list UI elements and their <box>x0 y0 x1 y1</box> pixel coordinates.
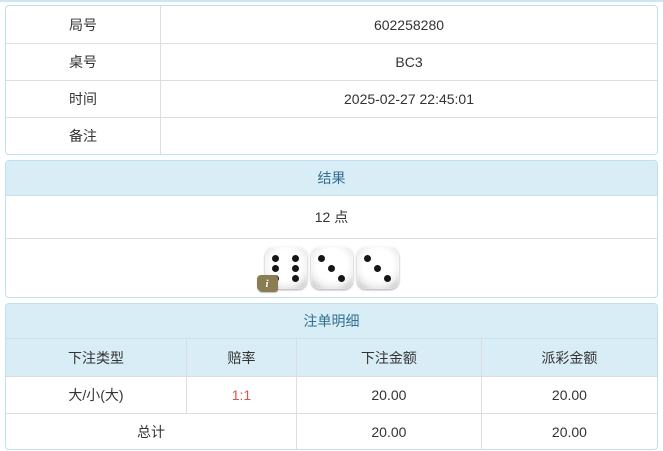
bet-amount-value: 20.00 <box>297 377 482 413</box>
total-label: 总计 <box>6 414 297 449</box>
die-cell <box>281 263 291 273</box>
die-pip <box>328 264 335 272</box>
die-cell <box>337 263 347 273</box>
die-3-wrap <box>356 247 399 289</box>
die-cell <box>383 273 393 283</box>
die-cell <box>373 253 383 263</box>
time-label: 时间 <box>6 81 161 117</box>
header-bet-amount: 下注金额 <box>297 339 482 376</box>
die-cell <box>327 263 337 273</box>
die-cell <box>373 263 383 273</box>
die-2-wrap <box>310 247 353 289</box>
die-cell <box>373 273 383 283</box>
die-cell <box>363 263 373 273</box>
bet-table-total-row: 总计 20.00 20.00 <box>6 413 657 449</box>
bet-details-title: 注单明细 <box>6 304 657 339</box>
total-bet-amount: 20.00 <box>297 414 482 449</box>
game-info-panel: 局号 602258280 桌号 BC3 时间 2025-02-27 22:45:… <box>5 5 658 155</box>
row-time: 时间 2025-02-27 22:45:01 <box>6 80 657 117</box>
die-cell <box>271 253 281 263</box>
die-cell <box>363 273 373 283</box>
die-pip <box>292 274 299 282</box>
result-panel-title: 结果 <box>6 161 657 196</box>
die-pip <box>292 264 299 272</box>
table-id-value: BC3 <box>395 54 423 70</box>
header-bet-type: 下注类型 <box>6 339 187 376</box>
die-cell <box>291 263 301 273</box>
die-cell <box>327 273 337 283</box>
odds-value: 1:1 <box>187 377 297 413</box>
bet-table-header-row: 下注类型 赔率 下注金额 派彩金额 <box>6 339 657 376</box>
die-cell <box>271 263 281 273</box>
die-cell <box>327 253 337 263</box>
table-id-label: 桌号 <box>6 44 161 80</box>
result-points: 12 点 <box>6 196 657 239</box>
die-1-wrap: i <box>256 247 307 292</box>
remark-label: 备注 <box>6 118 161 154</box>
die-pip <box>384 274 391 282</box>
header-odds: 赔率 <box>187 339 297 376</box>
row-table-id: 桌号 BC3 <box>6 43 657 80</box>
bet-details-panel: 注单明细 下注类型 赔率 下注金额 派彩金额 大/小(大) 1:1 20.00 … <box>5 303 658 450</box>
top-divider <box>0 0 663 2</box>
row-remark: 备注 <box>6 117 657 154</box>
die-pip <box>338 274 345 282</box>
time-value: 2025-02-27 22:45:01 <box>344 91 474 107</box>
die-cell <box>281 253 291 263</box>
payout-amount-value: 20.00 <box>551 387 587 403</box>
result-panel: 结果 12 点 i <box>5 160 658 298</box>
row-round-number: 局号 602258280 <box>6 6 657 43</box>
die-pip <box>374 264 381 272</box>
die-pip <box>318 254 325 262</box>
die-cell <box>317 273 327 283</box>
die-cell <box>291 273 301 283</box>
round-number-label: 局号 <box>6 6 161 43</box>
die-2-icon <box>310 247 353 289</box>
die-cell <box>317 263 327 273</box>
die-pip <box>272 254 279 262</box>
remark-value <box>161 118 657 154</box>
die-cell <box>363 253 373 263</box>
bet-type-value: 大/小(大) <box>6 377 187 413</box>
info-icon[interactable]: i <box>256 275 278 292</box>
die-cell <box>291 253 301 263</box>
die-cell <box>281 273 291 283</box>
round-number-value: 602258280 <box>373 16 445 33</box>
die-cell <box>337 273 347 283</box>
header-payout-amount: 派彩金额 <box>541 349 598 366</box>
die-pip <box>364 254 371 262</box>
die-cell <box>337 253 347 263</box>
total-payout-amount: 20.00 <box>551 423 587 440</box>
die-cell <box>383 253 393 263</box>
die-cell <box>317 253 327 263</box>
die-pip <box>292 254 299 262</box>
die-cell <box>383 263 393 273</box>
die-pip <box>272 264 279 272</box>
dice-row: i <box>6 239 657 297</box>
bet-table-row: 大/小(大) 1:1 20.00 20.00 <box>6 376 657 413</box>
die-3-icon <box>356 247 399 289</box>
